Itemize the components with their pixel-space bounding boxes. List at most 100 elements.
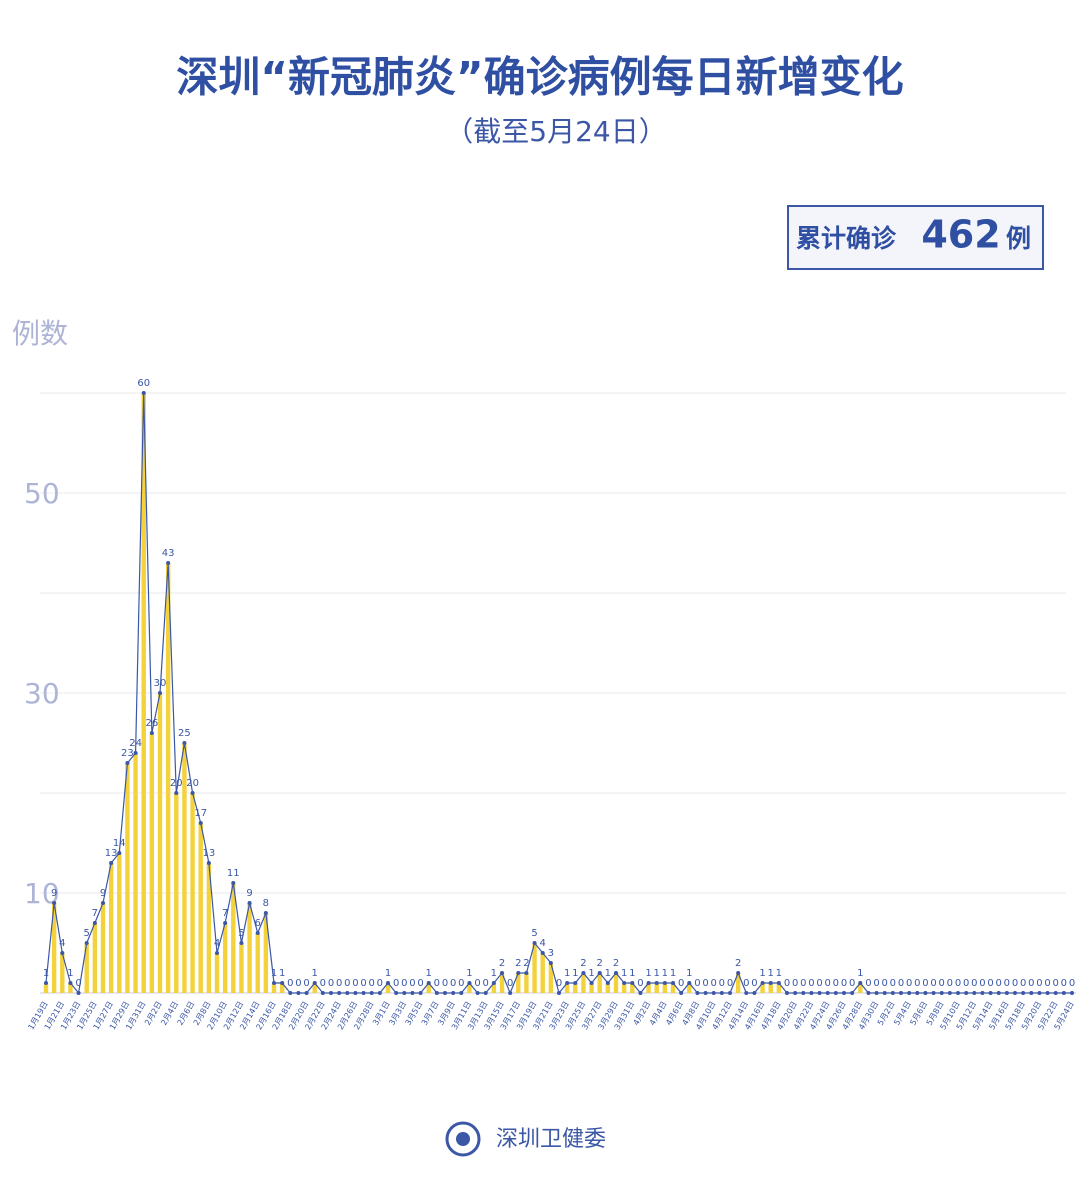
point [353, 991, 358, 995]
point [980, 991, 985, 995]
data-label: 9 [100, 888, 106, 899]
point [744, 991, 749, 995]
point [695, 991, 700, 995]
data-label: 14 [113, 838, 126, 849]
data-label: 0 [417, 978, 423, 989]
data-label: 0 [996, 978, 1002, 989]
data-label: 1 [426, 968, 432, 979]
bar [524, 973, 529, 993]
data-label: 4 [540, 938, 546, 949]
bar [198, 823, 203, 993]
data-label: 0 [556, 978, 562, 989]
bar [133, 753, 138, 993]
bar [516, 973, 521, 993]
data-label: 60 [137, 378, 150, 389]
total-box [787, 205, 1044, 270]
data-label: 0 [458, 978, 464, 989]
data-label: 24 [129, 738, 142, 749]
bar [182, 743, 187, 993]
data-label: 7 [222, 908, 228, 919]
source-text: 深圳卫健委 [496, 1127, 606, 1152]
bar [613, 973, 619, 993]
data-label: 1 [645, 968, 651, 979]
data-label: 6 [255, 918, 261, 929]
data-label: 1 [385, 968, 391, 979]
point [272, 981, 276, 985]
point [215, 951, 219, 955]
data-label: 0 [393, 978, 399, 989]
point [801, 991, 806, 995]
point [581, 971, 586, 975]
point [662, 981, 667, 985]
point [182, 741, 187, 745]
point [402, 991, 407, 995]
point [377, 991, 382, 995]
data-label: 43 [162, 548, 175, 559]
point [337, 991, 342, 995]
data-label: 0 [955, 978, 961, 989]
point [996, 991, 1001, 995]
data-label: 0 [800, 978, 806, 989]
data-label: 1 [759, 968, 765, 979]
point [296, 991, 301, 995]
point [133, 751, 138, 755]
point [540, 951, 545, 955]
bar [174, 793, 179, 993]
data-label: 2 [597, 958, 603, 969]
data-label: 1 [491, 968, 497, 979]
bar [100, 903, 106, 993]
point [320, 991, 325, 995]
point [141, 391, 146, 395]
point [410, 991, 415, 995]
bar [499, 973, 505, 993]
source-logo-center [456, 1132, 470, 1146]
data-label: 2 [515, 958, 521, 969]
data-label: 0 [1053, 978, 1059, 989]
point [907, 991, 912, 995]
point [426, 981, 431, 985]
data-label: 0 [833, 978, 839, 989]
data-label: 1 [564, 968, 570, 979]
data-label: 0 [841, 978, 847, 989]
data-label: 1 [43, 968, 49, 979]
data-label: 0 [483, 978, 489, 989]
point [785, 991, 789, 995]
point [361, 991, 366, 995]
bar [581, 973, 586, 993]
point [109, 861, 114, 865]
point [728, 991, 732, 995]
point [548, 961, 553, 965]
data-label: 13 [202, 848, 215, 859]
bar [548, 963, 554, 993]
point [719, 991, 724, 995]
data-label: 30 [154, 678, 167, 689]
data-label: 0 [1061, 978, 1067, 989]
data-label: 20 [186, 778, 199, 789]
bar [60, 953, 65, 993]
data-label: 0 [792, 978, 798, 989]
point [288, 991, 293, 995]
data-label: 2 [613, 958, 619, 969]
bar [654, 983, 659, 993]
point [304, 991, 309, 995]
data-label: 0 [1044, 978, 1050, 989]
data-label: 0 [409, 978, 415, 989]
data-label: 0 [442, 978, 448, 989]
point [687, 981, 692, 985]
data-label: 17 [194, 808, 207, 819]
point [76, 991, 81, 995]
point [760, 981, 765, 985]
data-label: 26 [145, 718, 158, 729]
point [1053, 991, 1058, 995]
data-label: 0 [1036, 978, 1042, 989]
point [622, 981, 627, 985]
data-label: 0 [360, 978, 366, 989]
data-label: 0 [637, 978, 643, 989]
data-label: 1 [768, 968, 774, 979]
bar [491, 983, 497, 993]
bar [776, 983, 782, 993]
point [703, 991, 708, 995]
bar [263, 913, 269, 993]
data-label: 0 [930, 978, 936, 989]
point [858, 981, 863, 985]
